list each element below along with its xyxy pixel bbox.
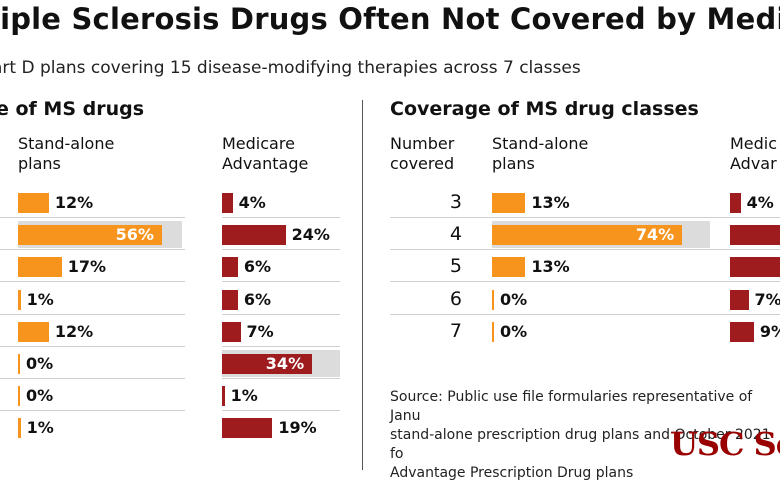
bar-value-label: 4% (746, 193, 774, 212)
bar (730, 257, 780, 278)
bar-value-label: 24% (291, 225, 330, 245)
bar-value-label: 0% (26, 386, 54, 406)
bar (18, 193, 49, 213)
bar-value-label: 13% (531, 257, 570, 277)
bar (18, 225, 162, 246)
bar (222, 354, 313, 374)
bar (222, 193, 233, 213)
bar-value-label: 0% (500, 321, 528, 341)
bar (492, 257, 526, 278)
bar (222, 257, 238, 278)
row-separator (222, 313, 340, 315)
bar-value-label: 0% (500, 289, 528, 309)
left-col-medicare-header: Medicare Advantage (222, 134, 309, 173)
right-col-number-header: Number covered (390, 134, 455, 173)
bar (222, 386, 225, 407)
bar (222, 418, 273, 439)
row-separator (222, 217, 340, 218)
row-separator (0, 217, 185, 218)
right-col-standalone-header: Stand-alone plans (492, 134, 589, 173)
bar-value-label: 1% (230, 386, 258, 406)
row-separator (390, 249, 780, 251)
bar-value-label: 56% (115, 225, 154, 245)
row-label: 4 (449, 223, 462, 246)
bar (222, 225, 286, 246)
right-panel-title: Coverage of MS drug classes (390, 98, 699, 120)
bar-value-label: 17% (67, 257, 106, 277)
row-separator (0, 410, 185, 412)
bar-value-label: 74% (635, 225, 675, 245)
bar (730, 193, 741, 213)
row-separator (222, 410, 340, 412)
bar-value-label: 1% (26, 289, 54, 309)
bar (222, 289, 238, 310)
row-separator (0, 378, 185, 379)
row-separator (222, 345, 340, 347)
bar-value-label: 12% (54, 321, 94, 341)
bar (492, 193, 526, 213)
row-label: 7 (449, 319, 462, 342)
row-separator (390, 313, 780, 315)
chart-title: tiple Sclerosis Drugs Often Not Covered … (0, 2, 780, 36)
bar (18, 354, 20, 374)
row-label: 5 (449, 255, 462, 278)
right-col-medicare-header: Medic Advar (730, 134, 778, 173)
bar (18, 418, 21, 439)
left-panel-title: e of MS drugs (0, 98, 145, 120)
bar-value-label: 1% (26, 418, 54, 438)
bar-value-label: 0% (26, 354, 54, 373)
chart-subtitle: art D plans covering 15 disease-modifyin… (0, 58, 581, 78)
left-col-standalone-header: Stand-alone plans (18, 134, 115, 173)
row-separator (222, 249, 340, 251)
row-separator (0, 345, 185, 347)
row-separator (0, 313, 185, 315)
bar (492, 321, 494, 342)
bar-value-label: 4% (238, 193, 266, 212)
bar (18, 257, 62, 278)
row-label: 6 (449, 287, 462, 310)
bar (222, 321, 241, 342)
bar-value-label: 19% (278, 418, 317, 438)
row-separator (0, 281, 185, 283)
bar (492, 289, 494, 310)
row-label: 3 (449, 191, 462, 213)
bar (730, 321, 754, 342)
bar-value-label: 7% (246, 321, 274, 341)
row-separator (390, 281, 780, 283)
bar-value-label: 6% (243, 257, 272, 277)
bar (18, 321, 49, 342)
bar-value-label: 13% (531, 193, 570, 212)
bar (492, 225, 683, 246)
bar-value-label: 6% (243, 289, 272, 309)
bar (730, 289, 749, 310)
bar (18, 289, 21, 310)
bar-value-label: 12% (54, 193, 94, 212)
row-separator (222, 378, 340, 379)
row-separator (390, 217, 780, 218)
row-separator (222, 281, 340, 283)
bar (18, 386, 20, 407)
bar-value-label: 9% (759, 321, 780, 341)
row-separator (0, 249, 185, 251)
bar (730, 225, 780, 246)
bar-value-label: 7% (754, 289, 780, 309)
bar-value-label: 34% (265, 354, 305, 373)
panel-divider (362, 100, 363, 470)
usc-logo: USC Sch (670, 425, 780, 463)
